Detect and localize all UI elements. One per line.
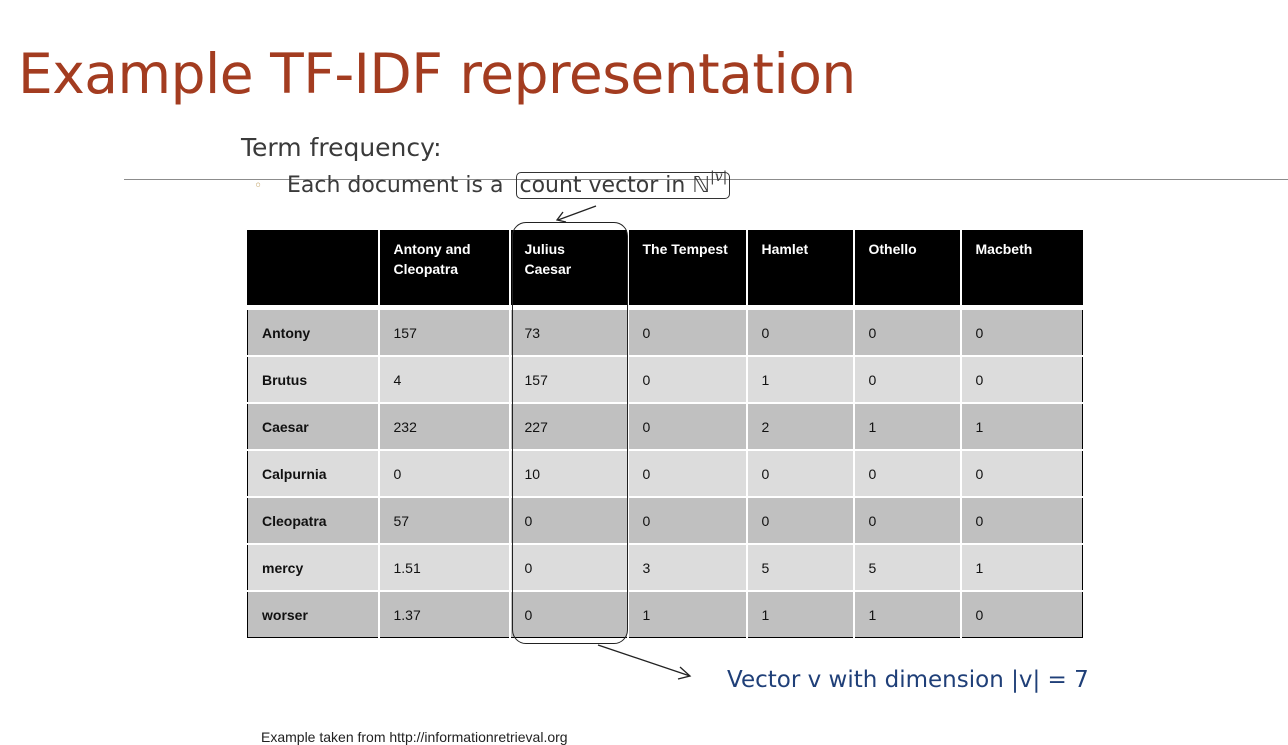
count-vector-box: count vector in ℕ|v| (516, 169, 731, 199)
table-cell: 1 (745, 590, 854, 638)
table-cell: 2 (745, 402, 854, 450)
table-cell: 1 (626, 590, 747, 638)
table-cell: 0 (959, 496, 1083, 544)
table-cell: 0 (626, 402, 747, 450)
table-cell: 5 (745, 543, 854, 591)
arrow-to-column-icon (555, 205, 597, 223)
table-cell: 1.37 (377, 590, 510, 638)
table-cell: 157 (377, 306, 510, 356)
term-cell: mercy (247, 543, 379, 591)
table-cell: 1 (959, 402, 1083, 450)
table-cell: 0 (959, 590, 1083, 638)
table-cell: 5 (852, 543, 961, 591)
table-cell: 0 (852, 306, 961, 356)
header-cell: Julius Caesar (508, 230, 628, 310)
table-row: Brutus 4 157 0 1 0 0 (247, 355, 1083, 403)
table-cell: 57 (377, 496, 510, 544)
slide-title: Example TF-IDF representation (18, 42, 856, 106)
table-cell: 0 (377, 449, 510, 497)
table-cell: 73 (508, 306, 628, 356)
subtitle: Term frequency: (241, 133, 442, 162)
source-footer: Example taken from http://informationret… (261, 729, 568, 745)
table-row: Caesar 232 227 0 2 1 1 (247, 402, 1083, 450)
table-cell: 0 (626, 306, 747, 356)
table-cell: 0 (626, 355, 747, 403)
table-row: Cleopatra 57 0 0 0 0 0 (247, 496, 1083, 544)
vector-dimension-note: Vector v with dimension |v| = 7 (727, 667, 1089, 693)
table-cell: 0 (852, 449, 961, 497)
header-cell: Hamlet (745, 230, 854, 310)
term-cell: Caesar (247, 402, 379, 450)
table-row: Calpurnia 0 10 0 0 0 0 (247, 449, 1083, 497)
table-cell: 1 (852, 402, 961, 450)
table-cell: 10 (508, 449, 628, 497)
header-cell: Macbeth (959, 230, 1083, 310)
term-frequency-table: Antony and Cleopatra Julius Caesar The T… (247, 230, 1083, 638)
term-cell: Brutus (247, 355, 379, 403)
table-row: mercy 1.51 0 3 5 5 1 (247, 543, 1083, 591)
boxed-text: count vector in ℕ (519, 173, 710, 198)
arrow-to-note-icon (597, 644, 692, 680)
table-cell: 0 (745, 306, 854, 356)
bullet-item: ◦ Each document is a count vector in ℕ|v… (254, 169, 731, 199)
header-cell: The Tempest (626, 230, 747, 310)
table-cell: 1.51 (377, 543, 510, 591)
term-cell: worser (247, 590, 379, 638)
table-cell: 157 (508, 355, 628, 403)
table-row: worser 1.37 0 1 1 1 0 (247, 590, 1083, 638)
table-cell: 1 (959, 543, 1083, 591)
table-cell: 0 (852, 496, 961, 544)
header-cell (247, 230, 379, 310)
term-cell: Antony (247, 306, 379, 356)
table-cell: 0 (959, 355, 1083, 403)
table-cell: 0 (959, 306, 1083, 356)
table-cell: 0 (626, 496, 747, 544)
table-cell: 1 (745, 355, 854, 403)
table-cell: 0 (745, 449, 854, 497)
title-divider (124, 179, 1288, 180)
table-cell: 0 (508, 590, 628, 638)
table-cell: 0 (959, 449, 1083, 497)
table-cell: 0 (745, 496, 854, 544)
table-cell: 227 (508, 402, 628, 450)
term-cell: Cleopatra (247, 496, 379, 544)
table-cell: 0 (626, 449, 747, 497)
header-cell: Othello (852, 230, 961, 310)
table-cell: 0 (508, 496, 628, 544)
table-cell: 1 (852, 590, 961, 638)
header-cell: Antony and Cleopatra (377, 230, 510, 310)
term-cell: Calpurnia (247, 449, 379, 497)
dimension-superscript: |v| (709, 169, 728, 185)
bullet-circle-icon: ◦ (254, 178, 263, 194)
table-cell: 232 (377, 402, 510, 450)
table-cell: 0 (508, 543, 628, 591)
bullet-text: Each document is a (287, 173, 504, 198)
table-cell: 0 (852, 355, 961, 403)
table-row: Antony 157 73 0 0 0 0 (247, 306, 1083, 356)
table-cell: 3 (626, 543, 747, 591)
table-header-row: Antony and Cleopatra Julius Caesar The T… (247, 230, 1083, 310)
table-cell: 4 (377, 355, 510, 403)
